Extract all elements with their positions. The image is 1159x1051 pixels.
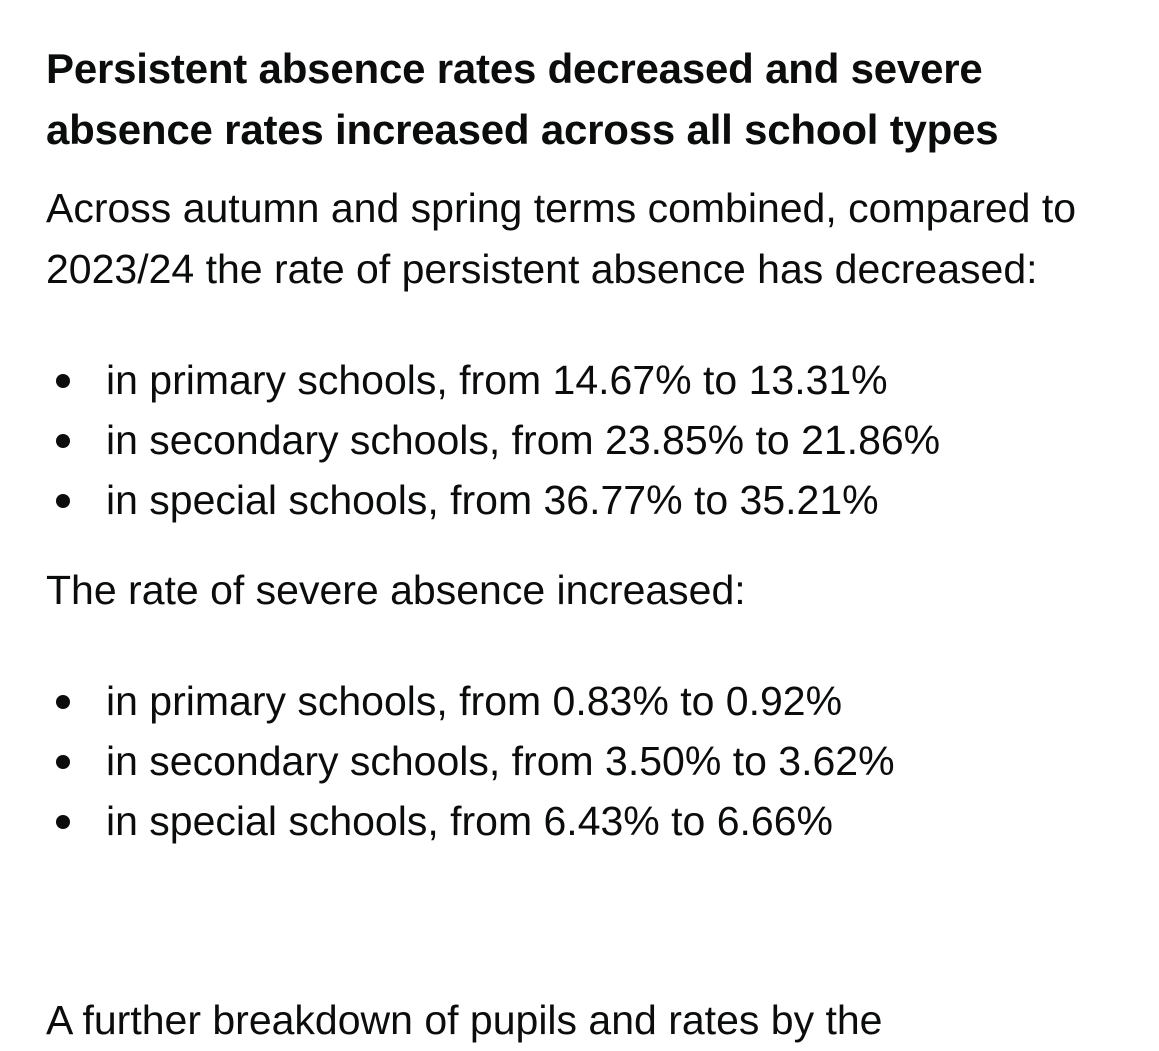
list-item: in primary schools, from 14.67% to 13.31… xyxy=(46,350,1126,410)
list-item-text: in secondary schools, from 3.50% to 3.62… xyxy=(106,738,895,784)
list-item-text: in special schools, from 6.43% to 6.66% xyxy=(106,798,833,844)
bullet-icon xyxy=(56,815,70,829)
persistent-absence-list: in primary schools, from 14.67% to 13.31… xyxy=(46,350,1126,530)
bullet-icon xyxy=(56,374,70,388)
bullet-icon xyxy=(56,434,70,448)
bullet-icon xyxy=(56,695,70,709)
list-item: in special schools, from 6.43% to 6.66% xyxy=(46,791,1126,851)
list-item: in secondary schools, from 3.50% to 3.62… xyxy=(46,731,1126,791)
list-item: in secondary schools, from 23.85% to 21.… xyxy=(46,410,1126,470)
next-paragraph-cutoff: A further breakdown of pupils and rates … xyxy=(46,997,883,1043)
bullet-icon xyxy=(56,755,70,769)
list-item: in special schools, from 36.77% to 35.21… xyxy=(46,470,1126,530)
article-section: Persistent absence rates decreased and s… xyxy=(46,38,1126,851)
list-item-text: in secondary schools, from 23.85% to 21.… xyxy=(106,417,941,463)
severe-absence-list: in primary schools, from 0.83% to 0.92% … xyxy=(46,671,1126,851)
list-item: in primary schools, from 0.83% to 0.92% xyxy=(46,671,1126,731)
list-item-text: in primary schools, from 0.83% to 0.92% xyxy=(106,678,843,724)
bullet-icon xyxy=(56,494,70,508)
severe-absence-intro: The rate of severe absence increased: xyxy=(46,567,746,613)
persistent-absence-intro: Across autumn and spring terms combined,… xyxy=(46,185,1077,292)
list-item-text: in special schools, from 36.77% to 35.21… xyxy=(106,477,879,523)
section-heading: Persistent absence rates decreased and s… xyxy=(46,45,999,153)
list-item-text: in primary schools, from 14.67% to 13.31… xyxy=(106,357,888,403)
